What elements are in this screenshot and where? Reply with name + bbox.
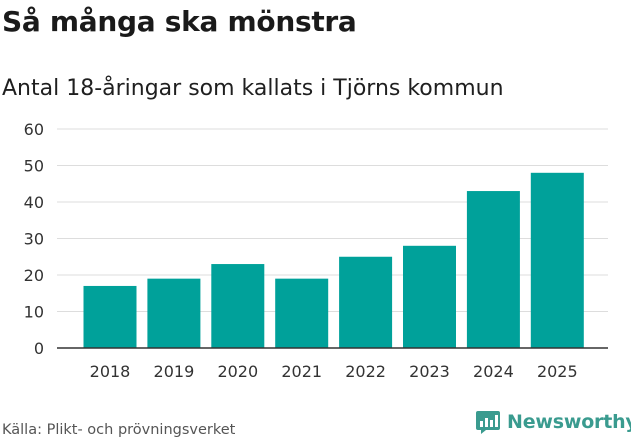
bar-2024 <box>466 191 520 348</box>
bar-chart-speech-bubble-icon <box>476 411 500 434</box>
y-tick-label: 30 <box>24 230 44 249</box>
y-tick-label: 10 <box>24 303 44 322</box>
chart-title: Så många ska mönstra <box>2 5 357 38</box>
x-tick-label: 2023 <box>409 362 450 381</box>
y-tick-label: 50 <box>24 157 44 176</box>
y-tick-label: 0 <box>34 339 44 358</box>
newsworthy-logo: Newsworthy <box>475 407 631 437</box>
x-tick-label: 2018 <box>90 362 131 381</box>
chart-subtitle: Antal 18-åringar som kallats i Tjörns ko… <box>2 76 504 101</box>
x-tick-label: 2021 <box>281 362 322 381</box>
bar-2025 <box>530 172 584 348</box>
bar-2022 <box>339 256 393 348</box>
x-tick-label: 2019 <box>154 362 195 381</box>
x-tick-label: 2020 <box>217 362 258 381</box>
bar-2018 <box>83 285 137 348</box>
bar-chart: 0 10 20 30 40 50 60 2018 2019 2020 2021 2022 2023 202… <box>24 120 608 381</box>
bar-2023 <box>403 245 456 348</box>
y-tick-label: 20 <box>24 266 44 285</box>
bar-2020 <box>211 264 265 348</box>
y-tick-label: 40 <box>24 193 44 212</box>
x-tick-label: 2022 <box>345 362 386 381</box>
bar-2019 <box>147 278 201 348</box>
x-tick-label: 2025 <box>537 362 578 381</box>
bar-2021 <box>275 278 329 348</box>
x-tick-label: 2024 <box>473 362 514 381</box>
y-tick-label: 60 <box>24 120 44 139</box>
brand-name: Newsworthy <box>507 411 631 433</box>
source-note: Källa: Plikt- och prövningsverket <box>2 422 236 438</box>
